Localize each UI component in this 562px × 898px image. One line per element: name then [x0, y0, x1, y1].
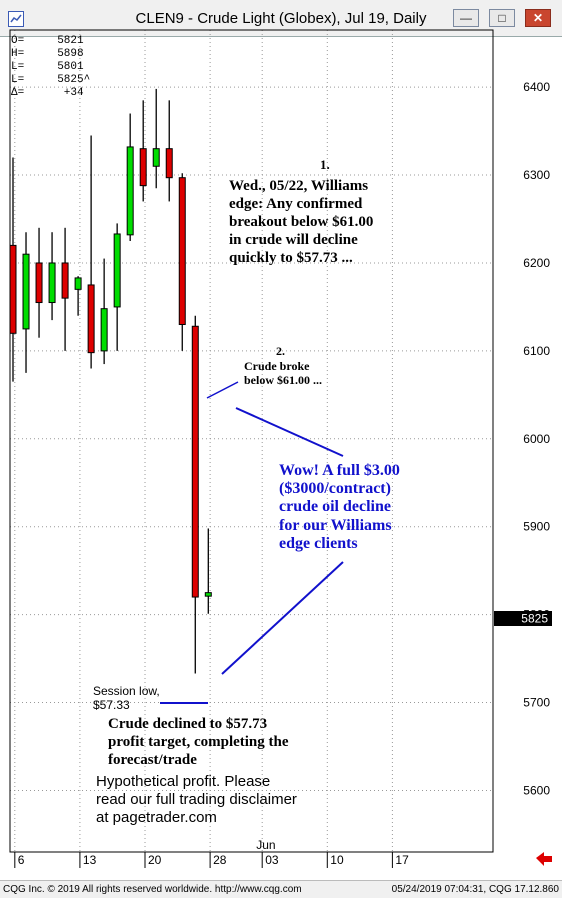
- y-tick-label: 6100: [523, 344, 550, 358]
- crude-broke-pointer: [206, 381, 239, 399]
- disclaimer-line: Hypothetical profit. Please: [96, 773, 271, 790]
- declined-text: Crude declined to $57.73 profit target, …: [108, 715, 289, 769]
- high-value: H= 5898: [11, 48, 84, 60]
- ohlc-readout: O= 5821 H= 5898 L= 5801 L= 5825^ Δ= +34: [11, 35, 90, 100]
- y-tick-label: 5900: [523, 520, 550, 534]
- wow-line: crude oil decline: [279, 498, 391, 516]
- title-bar[interactable]: CLEN9 - Crude Light (Globex), Jul 19, Da…: [0, 0, 562, 37]
- y-tick-label: 6200: [523, 256, 550, 270]
- x-tick-label: 28: [213, 853, 227, 867]
- x-tick-label: 6: [18, 853, 25, 867]
- disclaimer-line: read our full trading disclaimer: [96, 791, 297, 808]
- wow-line: ($3000/contract): [279, 480, 391, 498]
- declined-line: profit target, completing the: [108, 734, 289, 750]
- declined-line: Crude declined to $57.73: [108, 716, 268, 732]
- candlestick-chart[interactable]: 560057005800590060006100620063006400 613…: [0, 0, 562, 880]
- maximize-button[interactable]: □: [489, 9, 515, 27]
- note-1-line: breakout below $61.00: [229, 214, 374, 230]
- wow-line-lower: [221, 561, 344, 675]
- y-tick-label: 6000: [523, 432, 550, 446]
- session-low-label: Session low, $57.33: [93, 684, 160, 712]
- candle-body: [22, 253, 30, 330]
- wow-line: Wow! A full $3.00: [279, 462, 400, 479]
- note-1-line: edge: Any confirmed: [229, 196, 363, 212]
- low-value: L= 5801: [11, 61, 84, 73]
- x-month-label: Jun: [256, 838, 275, 852]
- wow-text: Wow! A full $3.00 ($3000/contract) crude…: [279, 462, 400, 553]
- last-price-label: 5825: [521, 612, 548, 626]
- candle-body: [87, 284, 95, 354]
- candle-body: [9, 244, 17, 334]
- minimize-button[interactable]: —: [453, 9, 479, 27]
- open-value: O= 5821: [11, 35, 84, 47]
- candle-body: [35, 262, 43, 304]
- candle-body: [178, 177, 186, 326]
- session-low-line-2: $57.33: [93, 698, 130, 712]
- candle-body: [126, 146, 134, 236]
- candle-body: [61, 262, 69, 299]
- note-2-line: Crude broke: [244, 359, 310, 373]
- disclaimer-line: at pagetrader.com: [96, 809, 217, 826]
- y-axis: 560057005800590060006100620063006400: [523, 80, 550, 797]
- note-2-line: below $61.00 ...: [244, 373, 322, 387]
- note-1-text: Wed., 05/22, Williams edge: Any confirme…: [229, 177, 373, 267]
- candle-body: [100, 308, 108, 352]
- y-tick-label: 6300: [523, 168, 550, 182]
- last-price-box: [494, 611, 552, 626]
- candle-body: [74, 277, 82, 290]
- x-tick-label: 03: [265, 853, 279, 867]
- note-1-line: Wed., 05/22, Williams: [229, 178, 369, 194]
- candle-body: [139, 148, 147, 187]
- scroll-right-arrow-icon[interactable]: [536, 852, 552, 866]
- note-2-label: 2.: [276, 344, 285, 358]
- last-value: L= 5825^: [11, 74, 91, 86]
- candle-body: [113, 233, 121, 308]
- wow-line: for our Williams: [279, 516, 392, 534]
- wow-line: edge clients: [279, 534, 358, 552]
- note-1-line: quickly to $57.73 ...: [229, 250, 353, 266]
- note-1-line: in crude will decline: [229, 232, 358, 248]
- candle-body: [152, 148, 160, 167]
- wow-line-upper: [235, 407, 344, 457]
- y-tick-label: 6400: [523, 80, 550, 94]
- y-tick-label: 5600: [523, 783, 550, 797]
- x-tick-label: 13: [83, 853, 97, 867]
- x-tick-label: 20: [148, 853, 162, 867]
- x-tick-label: 17: [395, 853, 409, 867]
- app-icon: [8, 11, 24, 27]
- candles: [9, 88, 212, 674]
- candle-body: [48, 262, 56, 304]
- copyright-text: CQG Inc. © 2019 All rights reserved worl…: [3, 884, 302, 895]
- window-title: CLEN9 - Crude Light (Globex), Jul 19, Da…: [135, 10, 427, 27]
- disclaimer-text: Hypothetical profit. Please read our ful…: [96, 773, 297, 827]
- close-button[interactable]: ✕: [525, 9, 551, 27]
- candle-body: [204, 592, 212, 597]
- status-bar: CQG Inc. © 2019 All rights reserved worl…: [0, 880, 562, 898]
- declined-line: forecast/trade: [108, 752, 197, 768]
- candle-body: [165, 148, 173, 179]
- candle-body: [191, 325, 199, 598]
- change-value: Δ= +34: [11, 87, 84, 99]
- note-2-text: Crude broke below $61.00 ...: [244, 359, 322, 387]
- session-low-line-1: Session low,: [93, 684, 160, 698]
- x-tick-label: 10: [330, 853, 344, 867]
- y-tick-label: 5700: [523, 696, 550, 710]
- annotation-lines: [160, 381, 344, 704]
- timestamp-text: 05/24/2019 07:04:31, CQG 17.12.860: [391, 884, 559, 895]
- plot-frame: [9, 29, 494, 853]
- last-price-flag: 5825: [494, 611, 552, 626]
- note-1-label: 1.: [320, 157, 330, 172]
